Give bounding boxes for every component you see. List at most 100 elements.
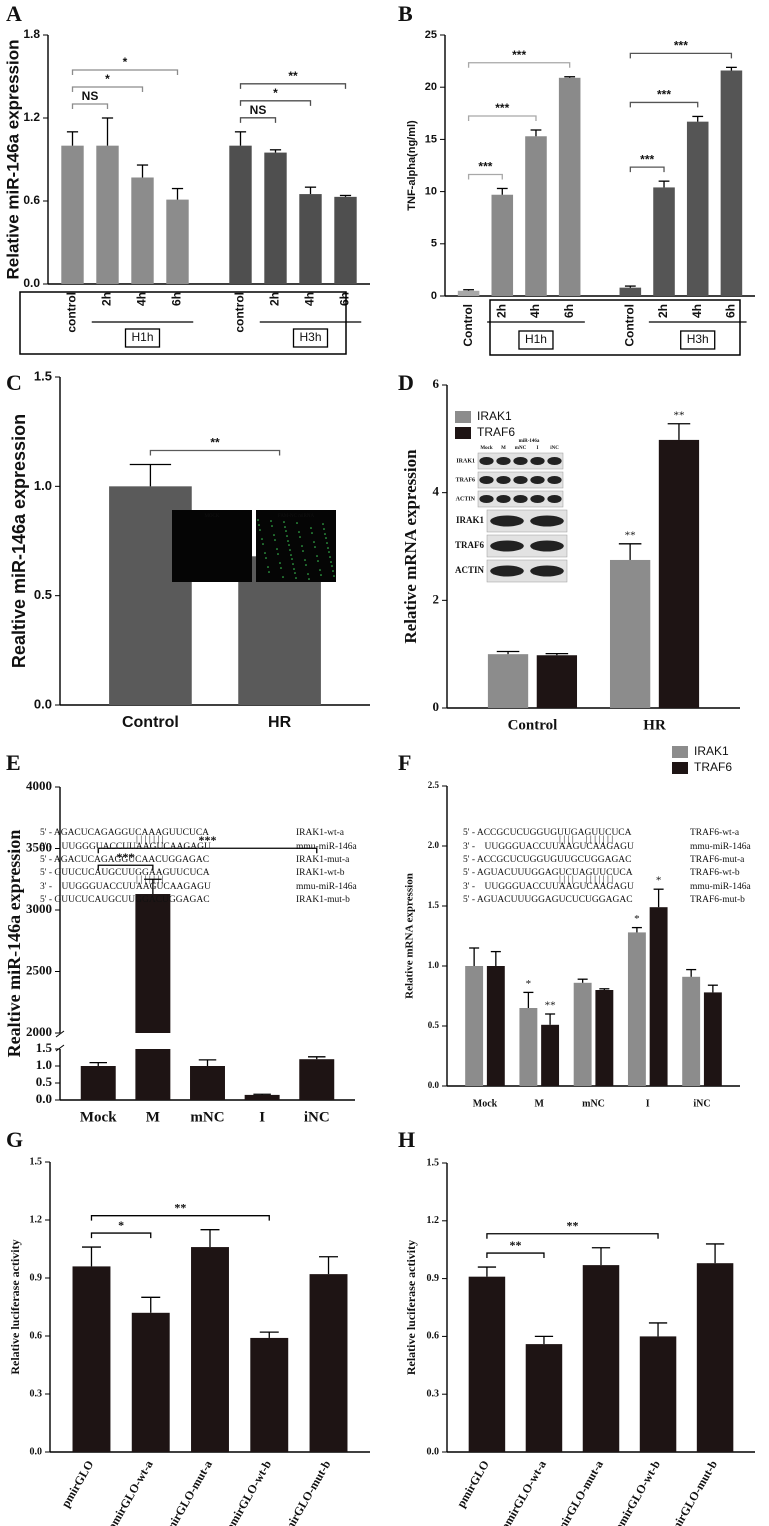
fluorescent-dot: [326, 542, 328, 544]
y-tick-label: 2500: [26, 962, 52, 977]
significance-label: **: [545, 1000, 556, 1012]
fluorescent-dot: [310, 527, 312, 529]
blot-band: [513, 495, 528, 503]
significance-bracket: [149, 449, 281, 456]
significance-bracket: [629, 166, 665, 173]
blot-column-label: M: [501, 446, 506, 451]
x-tick-label: Mock: [80, 1109, 117, 1125]
bar: [696, 1263, 734, 1452]
y-tick-label: 0.0: [34, 696, 52, 711]
x-tick-label: 6h: [724, 304, 738, 318]
fluorescent-dot: [257, 519, 259, 521]
bar: [166, 199, 189, 284]
sequence: 5' - GUUCUCAUGCUUGGACUGGAGAC: [40, 895, 210, 905]
y-axis-label: TNF-alpha(ng/ml): [406, 120, 418, 211]
bar: [609, 559, 651, 708]
sequence-name: TRAF6-mut-a: [690, 855, 745, 865]
alignment-bars: | | | | | | | | | | |: [559, 835, 613, 845]
significance-bracket: [486, 1252, 545, 1259]
legend-label: IRAK1: [477, 409, 512, 423]
significance-label: *: [273, 86, 278, 100]
y-tick-label: 3500: [26, 839, 52, 854]
sequence-name: IRAK1-mut-b: [296, 895, 350, 905]
y-tick-label: 4: [433, 484, 440, 499]
blot-band: [547, 495, 562, 503]
x-tick-label: 4h: [135, 292, 149, 306]
significance-bracket: [71, 69, 179, 75]
blot-band: [490, 515, 524, 527]
alignment-bars: | | | | | | |: [136, 835, 164, 845]
bar: [519, 1008, 538, 1086]
alignment-bars: | | | | | | | | | | |: [559, 875, 613, 885]
bar: [465, 966, 484, 1086]
fluorescent-dot: [322, 523, 324, 525]
blot-title: miR-146a: [519, 439, 540, 444]
x-tick-label: Control: [461, 304, 475, 347]
fluorescent-dot: [285, 530, 287, 532]
category-box: [19, 291, 347, 355]
y-tick-label: 2.0: [428, 840, 440, 850]
bar: [299, 194, 322, 284]
bar: [487, 654, 529, 708]
x-tick-label: 6h: [562, 304, 576, 318]
blot-band: [530, 457, 545, 465]
bar: [658, 439, 700, 708]
significance-label: *: [526, 978, 532, 990]
y-tick-label: 1.5: [427, 1157, 440, 1168]
bar: [573, 982, 592, 1086]
significance-bracket: [239, 100, 312, 106]
y-tick-label: 5: [431, 238, 437, 250]
fluorescent-dot: [319, 569, 321, 571]
blot-column-label: Mock: [480, 446, 492, 451]
bar: [61, 145, 84, 284]
fluorescent-dot: [271, 525, 273, 527]
x-tick-label: control: [233, 292, 247, 333]
y-tick-label: 0.5: [36, 1074, 53, 1089]
blot-band: [547, 476, 562, 484]
significance-label: **: [509, 1238, 521, 1252]
blot-band: [530, 495, 545, 503]
x-tick-label: 6h: [170, 292, 184, 306]
significance-label: ***: [657, 88, 671, 102]
y-tick-label: 4000: [26, 778, 52, 793]
significance-label: **: [288, 69, 298, 83]
x-tick-label: HR: [268, 714, 292, 731]
x-tick-label: pmirGLO-mut-a: [551, 1458, 606, 1526]
blot-band: [479, 476, 494, 484]
significance-bracket: [90, 1232, 152, 1239]
y-tick-label: 1.2: [23, 110, 40, 124]
blot-band: [479, 495, 494, 503]
significance-label: *: [656, 875, 662, 887]
y-axis-label: Relative luciferase activity: [404, 1240, 418, 1375]
bar: [96, 145, 119, 284]
significance-label: ***: [199, 833, 217, 847]
fluorescent-dot: [327, 547, 329, 549]
group-label: H3h: [687, 332, 709, 346]
bar: [468, 1276, 506, 1452]
bar: [525, 136, 547, 296]
fluorescent-dot: [314, 546, 316, 548]
blot-band: [530, 476, 545, 484]
bar: [653, 187, 675, 296]
x-tick-label: 6h: [338, 292, 352, 306]
fluorescent-dot: [276, 548, 278, 550]
fluorescent-dot: [289, 549, 291, 551]
significance-bracket: [97, 864, 154, 871]
fluorescent-dot: [282, 576, 284, 578]
sequence: 3' - UUGGGUACCUUAAGUCAAGAGU: [463, 842, 634, 852]
fluorescent-dot: [287, 540, 289, 542]
bar: [525, 1344, 563, 1452]
blot-row-label: ACTIN: [456, 496, 476, 502]
blot-band: [530, 540, 564, 552]
sequence: 5' - ACCGCUCUGGUGUUGAGUUCUCA: [463, 828, 632, 838]
x-tick-label: 2h: [268, 292, 282, 306]
fluorescent-dot: [302, 550, 304, 552]
panel: E Realtive miR-146a expression 0.0 0.5 1.0 1.…: [4, 510, 355, 1125]
sequence: 3' - UUGGGUACCUUAAGUCAAGAGU: [40, 882, 211, 892]
legend-swatch: [455, 411, 471, 423]
y-tick-label: 0.3: [30, 1388, 43, 1399]
sequence-name: TRAF6-mut-b: [690, 895, 745, 905]
y-tick-label: 0.0: [427, 1446, 440, 1457]
group-label-box: [292, 328, 329, 348]
